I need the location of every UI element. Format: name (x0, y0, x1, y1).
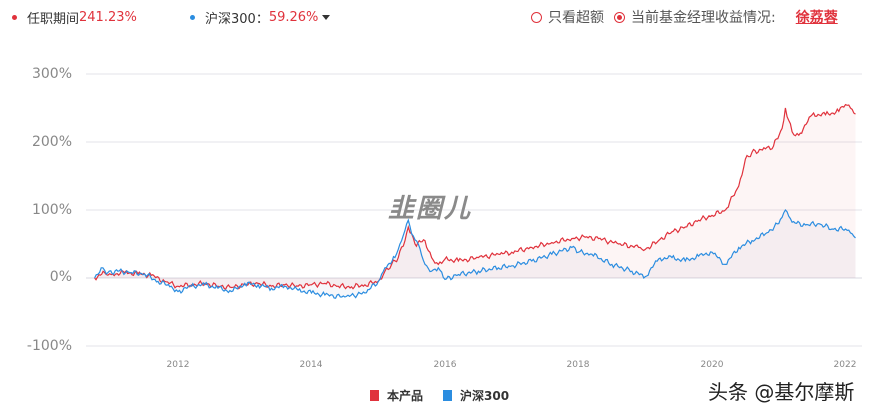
radio-excess-icon[interactable] (531, 11, 542, 23)
x-tick-2020: 2020 (700, 360, 724, 370)
y-tick-minus-100: -100% (26, 338, 72, 354)
x-tick-2014: 2014 (299, 360, 323, 370)
product-return-summary: 任职期间 241.23% (12, 8, 137, 27)
radio-manager-icon[interactable] (614, 11, 625, 23)
option-manager-label: 当前基金经理收益情况: (631, 10, 776, 26)
chart-header: 任职期间 241.23% 沪深300： 59.26% 只看超额 当前基金经理收益… (0, 0, 878, 32)
x-tick-2016: 2016 (433, 360, 457, 370)
manager-name-link[interactable]: 徐荔蓉 (795, 10, 838, 26)
legend-swatch-index-icon (443, 390, 453, 401)
area-fill-1 (94, 210, 856, 299)
benchmark-selector[interactable]: 沪深300： 59.26% (190, 8, 331, 27)
y-tick-0: 0% (49, 269, 72, 285)
benchmark-label: 沪深300： (205, 12, 269, 27)
legend-swatch-product-icon (370, 390, 379, 401)
product-line[interactable] (94, 103, 856, 291)
option-excess-label: 只看超额 (548, 10, 604, 26)
index-line[interactable] (94, 209, 856, 299)
tenure-label: 任职期间 (27, 12, 80, 27)
legend-item-index[interactable]: 沪深300 (443, 387, 509, 404)
x-tick-2022: 2022 (833, 360, 857, 370)
benchmark-dot-icon (190, 15, 195, 20)
y-tick-100: 100% (31, 202, 72, 218)
logo-text: 韭圈儿 (388, 194, 473, 224)
tenure-return-value: 241.23% (79, 10, 137, 25)
chevron-down-icon[interactable] (322, 15, 331, 20)
x-tick-2018: 2018 (566, 360, 590, 370)
benchmark-return-value: 59.26% (268, 10, 319, 25)
jiuquaner-logo: 韭圈儿 (388, 188, 472, 225)
y-tick-200: 200% (31, 134, 72, 150)
legend-item-product[interactable]: 本产品 (370, 387, 423, 404)
view-options: 只看超额 当前基金经理收益情况: 徐荔蓉 (531, 7, 838, 27)
option-current-manager[interactable]: 当前基金经理收益情况: (614, 7, 776, 27)
option-excess-only[interactable]: 只看超额 (531, 7, 604, 27)
chart-legend: 本产品 沪深300 (370, 387, 509, 404)
y-tick-300: 300% (31, 66, 72, 82)
legend-label-product: 本产品 (387, 389, 424, 403)
area-fill-0 (94, 104, 856, 290)
x-tick-2012: 2012 (166, 360, 190, 370)
legend-label-index: 沪深300 (460, 389, 510, 403)
product-dot-icon (12, 15, 17, 20)
source-watermark: 头条 @基尔摩斯 (708, 380, 855, 404)
